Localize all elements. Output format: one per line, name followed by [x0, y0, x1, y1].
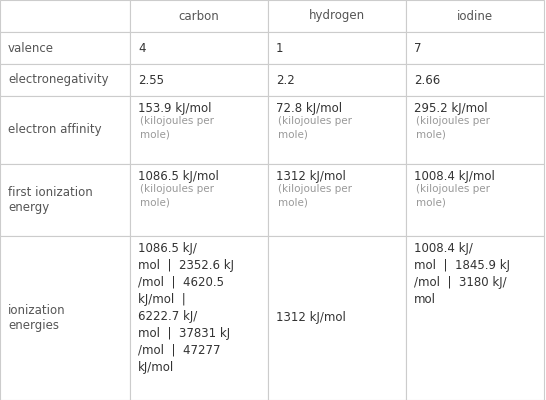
Bar — [406, 164, 544, 236]
Text: 7: 7 — [414, 42, 422, 54]
Text: (kilojoules per
mole): (kilojoules per mole) — [416, 184, 490, 207]
Text: 1008.4 kJ/
mol  |  1845.9 kJ
/mol  |  3180 kJ/
mol: 1008.4 kJ/ mol | 1845.9 kJ /mol | 3180 k… — [414, 242, 510, 306]
Text: hydrogen: hydrogen — [309, 10, 365, 22]
Bar — [268, 96, 406, 164]
Text: 2.2: 2.2 — [276, 74, 295, 86]
Bar — [130, 64, 268, 96]
Text: (kilojoules per
mole): (kilojoules per mole) — [140, 116, 214, 139]
Bar — [406, 64, 544, 96]
Text: 1008.4 kJ/mol: 1008.4 kJ/mol — [414, 170, 495, 183]
Text: 2.55: 2.55 — [138, 74, 164, 86]
Text: 2.66: 2.66 — [414, 74, 440, 86]
Text: 1086.5 kJ/
mol  |  2352.6 kJ
/mol  |  4620.5
kJ/mol  |
6222.7 kJ/
mol  |  37831 : 1086.5 kJ/ mol | 2352.6 kJ /mol | 4620.5… — [138, 242, 234, 374]
Bar — [268, 32, 406, 64]
Text: 4: 4 — [138, 42, 145, 54]
Bar — [406, 32, 544, 64]
Bar — [406, 0, 544, 32]
Bar — [0, 32, 130, 64]
Text: electronegativity: electronegativity — [8, 74, 109, 86]
Bar — [268, 0, 406, 32]
Text: electron affinity: electron affinity — [8, 124, 102, 136]
Bar — [406, 96, 544, 164]
Text: (kilojoules per
mole): (kilojoules per mole) — [278, 116, 352, 139]
Text: carbon: carbon — [179, 10, 219, 22]
Text: ionization
energies: ionization energies — [8, 304, 66, 332]
Text: 1312 kJ/mol: 1312 kJ/mol — [276, 170, 346, 183]
Bar — [0, 64, 130, 96]
Text: (kilojoules per
mole): (kilojoules per mole) — [140, 184, 214, 207]
Text: 1: 1 — [276, 42, 283, 54]
Text: iodine: iodine — [457, 10, 493, 22]
Bar — [0, 0, 130, 32]
Text: first ionization
energy: first ionization energy — [8, 186, 93, 214]
Bar — [0, 236, 130, 400]
Bar — [0, 164, 130, 236]
Text: 295.2 kJ/mol: 295.2 kJ/mol — [414, 102, 488, 115]
Bar — [130, 0, 268, 32]
Text: (kilojoules per
mole): (kilojoules per mole) — [278, 184, 352, 207]
Text: 1086.5 kJ/mol: 1086.5 kJ/mol — [138, 170, 219, 183]
Bar — [130, 164, 268, 236]
Text: valence: valence — [8, 42, 54, 54]
Text: 72.8 kJ/mol: 72.8 kJ/mol — [276, 102, 342, 115]
Bar — [0, 96, 130, 164]
Bar — [130, 96, 268, 164]
Text: 153.9 kJ/mol: 153.9 kJ/mol — [138, 102, 211, 115]
Bar — [130, 32, 268, 64]
Text: 1312 kJ/mol: 1312 kJ/mol — [276, 312, 346, 324]
Bar — [268, 236, 406, 400]
Bar — [130, 236, 268, 400]
Bar — [268, 164, 406, 236]
Bar — [406, 236, 544, 400]
Bar — [268, 64, 406, 96]
Text: (kilojoules per
mole): (kilojoules per mole) — [416, 116, 490, 139]
